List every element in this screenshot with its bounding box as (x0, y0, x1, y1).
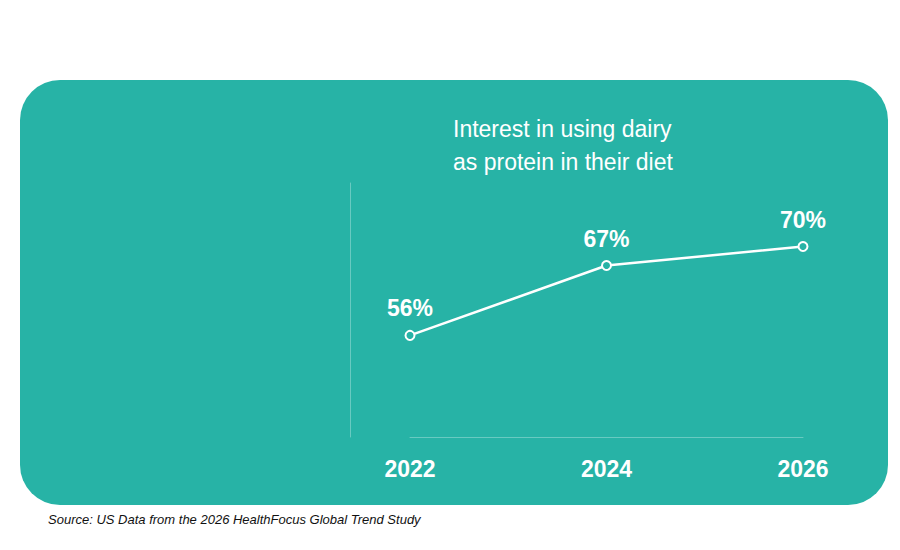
svg-text:Source: US Data from the 2026: Source: US Data from the 2026 HealthFocu… (48, 512, 422, 527)
svg-text:2026: 2026 (777, 456, 828, 482)
svg-text:2022: 2022 (384, 456, 435, 482)
svg-text:56%: 56% (387, 295, 433, 321)
svg-text:Interest in using dairy: Interest in using dairy (453, 116, 672, 142)
svg-text:as protein in their diet: as protein in their diet (453, 149, 674, 175)
svg-text:70%: 70% (780, 207, 826, 233)
svg-text:2024: 2024 (581, 456, 632, 482)
svg-text:67%: 67% (583, 226, 629, 252)
